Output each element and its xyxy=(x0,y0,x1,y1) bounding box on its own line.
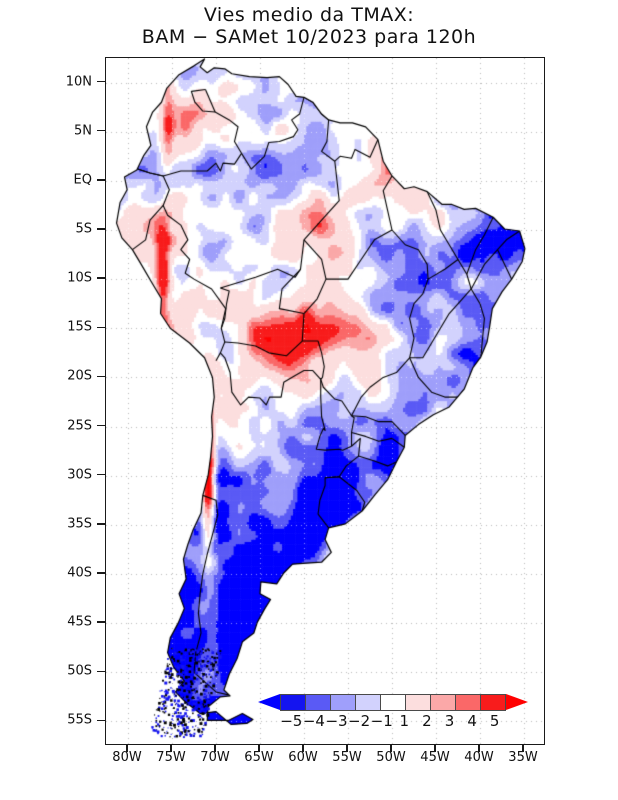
colorbar-cell-1 xyxy=(306,695,331,710)
longitude-tick xyxy=(478,745,480,752)
map-plot-frame xyxy=(105,57,545,745)
latitude-tick-label: 10N xyxy=(65,74,92,90)
longitude-tick-label: 75W xyxy=(156,750,186,765)
latitude-tick-label: 40S xyxy=(67,565,92,581)
colorbar-label: 4 xyxy=(467,712,477,730)
colorbar-label: 5 xyxy=(489,712,500,730)
latitude-tickmarks xyxy=(97,57,105,745)
colorbar-label: 1 xyxy=(399,712,410,730)
latitude-tick xyxy=(97,424,105,427)
latitude-tick xyxy=(97,473,105,476)
longitude-tick xyxy=(346,745,348,752)
latitude-tick xyxy=(97,326,105,329)
latitude-tick-label: 15S xyxy=(67,319,92,335)
colorbar-label: −5 xyxy=(280,712,303,730)
longitude-tick-label: 35W xyxy=(508,750,538,765)
latitude-tick xyxy=(97,80,105,83)
colorbar-cell-8 xyxy=(481,695,505,710)
longitude-tick-label: 65W xyxy=(244,750,274,765)
latitude-tick xyxy=(97,572,105,574)
latitude-tick-label: 20S xyxy=(67,368,92,384)
longitude-tick xyxy=(258,745,260,752)
colorbar-label: −4 xyxy=(302,712,325,730)
longitude-tick xyxy=(390,745,392,752)
longitude-axis: 80W 75W 70W 65W 60W 55W 50W 45W 40W 35W xyxy=(105,750,545,770)
colorbar xyxy=(258,694,528,711)
title-line-1: Vies medio da TMAX: xyxy=(203,4,415,26)
latitude-tick xyxy=(97,129,105,132)
longitude-tick xyxy=(126,745,128,752)
colorbar-label: −1 xyxy=(370,712,393,730)
latitude-tick xyxy=(97,375,105,378)
longitude-tick-label: 60W xyxy=(288,750,318,765)
longitude-tick-label: 80W xyxy=(112,750,142,765)
latitude-tick-label: 55S xyxy=(67,712,92,728)
longitude-tick-label: 70W xyxy=(200,750,230,765)
latitude-tick-label: 10S xyxy=(67,270,92,286)
latitude-tick-label: 35S xyxy=(67,516,92,532)
longitude-tick-label: 40W xyxy=(464,750,494,765)
longitude-tick xyxy=(522,745,524,752)
colorbar-cell-2 xyxy=(331,695,356,710)
latitude-tick xyxy=(97,621,105,623)
colorbar-cell-5 xyxy=(406,695,431,710)
page-title: Vies medio da TMAX: BAM − SAMet 10/2023 … xyxy=(0,4,618,48)
latitude-tick xyxy=(97,228,105,230)
latitude-tick xyxy=(97,523,105,525)
colorbar-label: −3 xyxy=(325,712,348,730)
latitude-tick-label: 30S xyxy=(67,467,92,483)
colorbar-cell-6 xyxy=(431,695,456,710)
latitude-axis: 10N 5N EQ 5S 10S 15S 20S 25S 30S 35S 40S 45S 50S 55S xyxy=(0,57,100,745)
colorbar-cell-4 xyxy=(381,695,406,710)
longitude-tick xyxy=(302,745,304,752)
colorbar-label: 3 xyxy=(444,712,455,730)
latitude-tick xyxy=(97,179,105,181)
colorbar-high-arrow xyxy=(506,694,528,710)
longitude-tick-label: 50W xyxy=(376,750,406,765)
colorbar-cell-7 xyxy=(456,695,481,710)
latitude-tick-label: 5N xyxy=(74,123,92,139)
colorbar-low-arrow xyxy=(258,694,280,710)
tmax-bias-heatmap xyxy=(106,58,544,744)
title-line-2: BAM − SAMet 10/2023 para 120h xyxy=(141,26,477,48)
longitude-tick xyxy=(170,745,172,752)
latitude-tick-label: 25S xyxy=(67,418,92,434)
longitude-tick-label: 45W xyxy=(420,750,450,765)
longitude-tick xyxy=(214,745,216,752)
latitude-tick-label: 50S xyxy=(67,663,92,679)
longitude-tickmarks xyxy=(105,745,545,753)
colorbar-cells xyxy=(280,694,506,711)
colorbar-cell-3 xyxy=(356,695,381,710)
latitude-tick-label: EQ xyxy=(73,172,92,188)
longitude-tick xyxy=(434,745,436,752)
map-canvas-wrap xyxy=(106,58,544,744)
colorbar-labels: −5 −4 −3 −2 −1 1 2 3 4 5 xyxy=(258,712,528,730)
colorbar-label: −2 xyxy=(348,712,371,730)
colorbar-cell-0 xyxy=(281,695,306,710)
colorbar-label: 2 xyxy=(422,712,432,730)
latitude-tick xyxy=(97,719,105,722)
latitude-tick xyxy=(97,670,105,673)
latitude-tick-label: 45S xyxy=(67,614,92,630)
longitude-tick-label: 55W xyxy=(332,750,362,765)
latitude-tick xyxy=(97,277,105,279)
latitude-tick-label: 5S xyxy=(75,221,92,237)
